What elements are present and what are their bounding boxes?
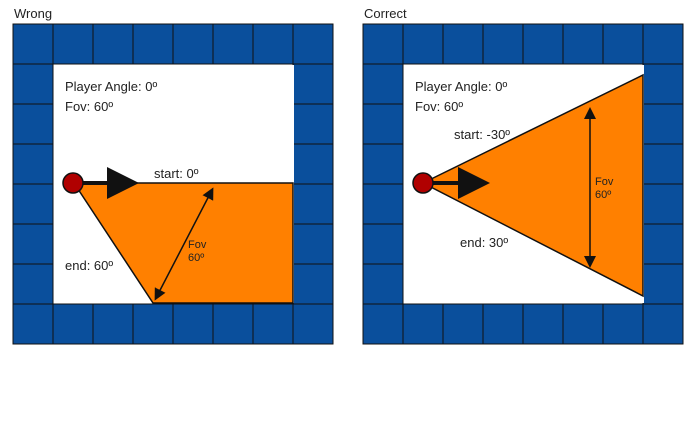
correct-wall-tile xyxy=(402,23,444,65)
wrong-wall-tile xyxy=(252,303,294,345)
wrong-wall-tile xyxy=(92,23,134,65)
wrong-wall-tile xyxy=(212,303,254,345)
correct-wall-tile xyxy=(602,23,644,65)
wrong-wall-tile xyxy=(292,183,334,225)
wrong-wall-tile xyxy=(12,143,54,185)
correct-wall-tile xyxy=(362,263,404,305)
correct-fov-label: Fov: 60º xyxy=(415,99,463,114)
correct-wall-grid xyxy=(362,23,684,345)
correct-wall-tile xyxy=(362,103,404,145)
wrong-end-label: end: 60º xyxy=(65,258,113,273)
wrong-wall-tile xyxy=(292,143,334,185)
wrong-wall-grid xyxy=(12,23,334,345)
correct-wall-tile xyxy=(522,303,564,345)
correct-wall-tile xyxy=(402,303,444,345)
wrong-wall-tile xyxy=(292,303,334,345)
correct-wall-tile xyxy=(362,223,404,265)
correct-wall-tile xyxy=(642,23,684,65)
correct-player-angle-label: Player Angle: 0º xyxy=(415,79,507,94)
correct-wall-tile xyxy=(642,63,684,105)
correct-wall-tile xyxy=(442,303,484,345)
wrong-wall-tile xyxy=(12,63,54,105)
wrong-panel: Player Angle: 0º Fov: 60º start: 0º end:… xyxy=(12,23,334,345)
correct-wall-tile xyxy=(442,23,484,65)
wrong-wall-tile xyxy=(52,303,94,345)
wrong-player-dot xyxy=(62,172,84,194)
correct-panel-title: Correct xyxy=(364,6,407,21)
wrong-wall-tile xyxy=(12,103,54,145)
correct-wall-tile xyxy=(642,223,684,265)
wrong-panel-title: Wrong xyxy=(14,6,53,21)
correct-start-label: start: -30º xyxy=(454,127,510,142)
correct-wall-tile xyxy=(642,143,684,185)
correct-fov-arrow-value: 60º xyxy=(595,189,611,201)
wrong-fov-arrow-value: 60º xyxy=(188,252,204,264)
wrong-wall-tile xyxy=(132,303,174,345)
wrong-wall-tile xyxy=(132,23,174,65)
wrong-wall-tile xyxy=(12,223,54,265)
correct-wall-tile xyxy=(362,143,404,185)
correct-wall-tile xyxy=(362,63,404,105)
correct-wall-tile xyxy=(362,303,404,345)
wrong-wall-tile xyxy=(292,263,334,305)
correct-wall-tile xyxy=(562,303,604,345)
wrong-wall-tile xyxy=(292,23,334,65)
correct-panel: Player Angle: 0º Fov: 60º start: -30º en… xyxy=(362,23,684,345)
correct-wall-tile xyxy=(362,183,404,225)
wrong-wall-tile xyxy=(172,23,214,65)
correct-wall-tile xyxy=(642,263,684,305)
correct-fov-arrow-label: Fov xyxy=(595,176,614,188)
wrong-fov-label: Fov: 60º xyxy=(65,99,113,114)
wrong-wall-tile xyxy=(292,103,334,145)
wrong-wall-tile xyxy=(252,23,294,65)
correct-wall-tile xyxy=(522,23,564,65)
wrong-wall-tile xyxy=(12,183,54,225)
wrong-wall-tile xyxy=(52,23,94,65)
wrong-wall-tile xyxy=(172,303,214,345)
wrong-fov-span-arrow xyxy=(154,187,214,301)
correct-wall-tile xyxy=(642,103,684,145)
correct-wall-tile xyxy=(562,23,604,65)
wrong-wall-tile xyxy=(292,63,334,105)
wrong-wall-tile xyxy=(212,23,254,65)
wrong-fov-arrow-label: Fov xyxy=(188,239,207,251)
correct-wall-tile xyxy=(482,23,524,65)
correct-wall-tile xyxy=(482,303,524,345)
wrong-player-angle-label: Player Angle: 0º xyxy=(65,79,157,94)
wrong-wall-tile xyxy=(12,303,54,345)
correct-wall-tile xyxy=(602,303,644,345)
wrong-start-label: start: 0º xyxy=(154,166,199,181)
correct-wall-tile xyxy=(362,23,404,65)
wrong-wall-tile xyxy=(12,23,54,65)
wrong-wall-tile xyxy=(12,263,54,305)
correct-player-dot xyxy=(412,172,434,194)
correct-wall-tile xyxy=(642,303,684,345)
correct-wall-tile xyxy=(642,183,684,225)
wrong-wall-tile xyxy=(292,223,334,265)
wrong-wall-tile xyxy=(92,303,134,345)
correct-end-label: end: 30º xyxy=(460,235,508,250)
